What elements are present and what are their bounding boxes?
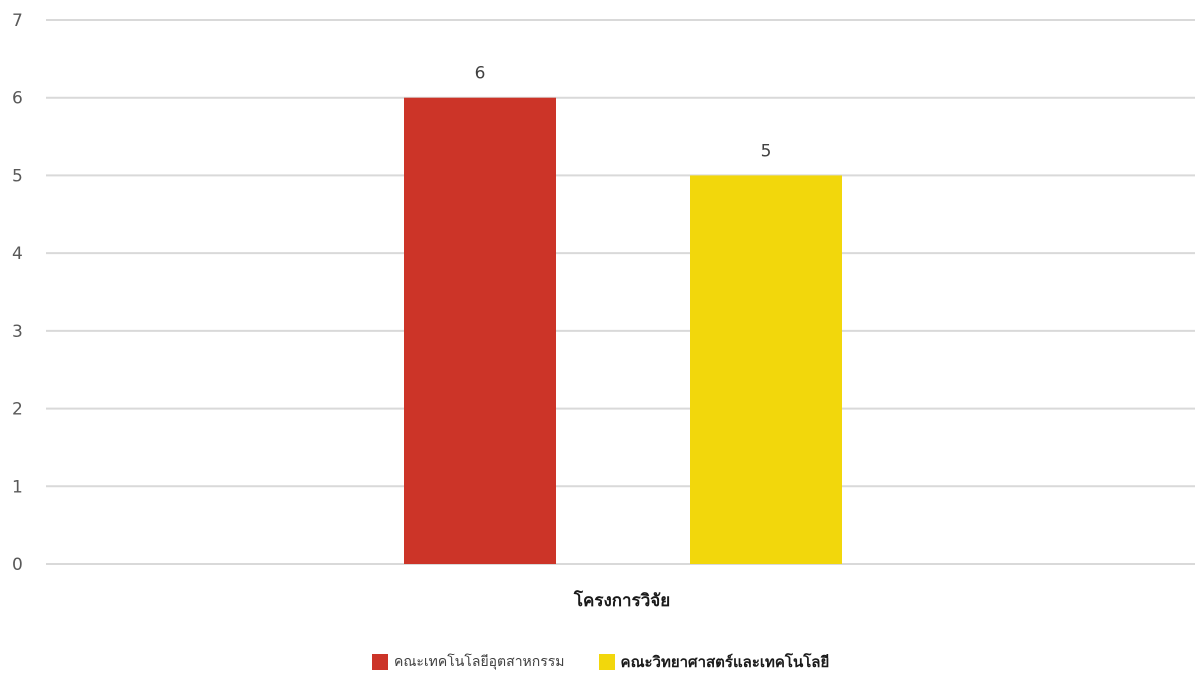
data-label-series-0: 6 xyxy=(475,64,486,84)
legend-item-science-technology: คณะวิทยาศาสตร์และเทคโนโลยี xyxy=(598,650,830,674)
bar-series-0 xyxy=(404,97,556,564)
bars xyxy=(404,97,842,564)
y-tick-label: 4 xyxy=(12,244,23,264)
y-tick-label: 5 xyxy=(12,166,23,186)
legend-label-industrial-technology: คณะเทคโนโลยีอุตสาหกรรม xyxy=(394,654,565,670)
data-labels: 65 xyxy=(475,64,772,162)
y-tick-label: 2 xyxy=(12,400,23,420)
data-label-series-1: 5 xyxy=(761,141,772,161)
gridlines xyxy=(46,19,1195,565)
legend-swatch-science-technology xyxy=(598,654,615,670)
y-tick-label: 3 xyxy=(12,322,23,342)
legend-item-industrial-technology: คณะเทคโนโลยีอุตสาหกรรม xyxy=(372,651,565,673)
legend-label-science-technology: คณะวิทยาศาสตร์และเทคโนโลยี xyxy=(620,653,830,671)
y-axis-ticks: 0 1 2 3 4 5 6 7 xyxy=(12,11,23,575)
y-tick-label: 7 xyxy=(12,11,23,31)
category-label: โครงการวิจัย xyxy=(573,590,670,611)
y-tick-label: 6 xyxy=(12,89,23,109)
y-tick-label: 1 xyxy=(12,477,23,497)
legend-swatch-industrial-technology xyxy=(372,654,388,670)
legend: คณะเทคโนโลยีอุตสาหกรรม คณะวิทยาศาสตร์และ… xyxy=(372,650,863,674)
bar-series-1 xyxy=(690,175,842,564)
y-tick-label: 0 xyxy=(12,555,23,575)
